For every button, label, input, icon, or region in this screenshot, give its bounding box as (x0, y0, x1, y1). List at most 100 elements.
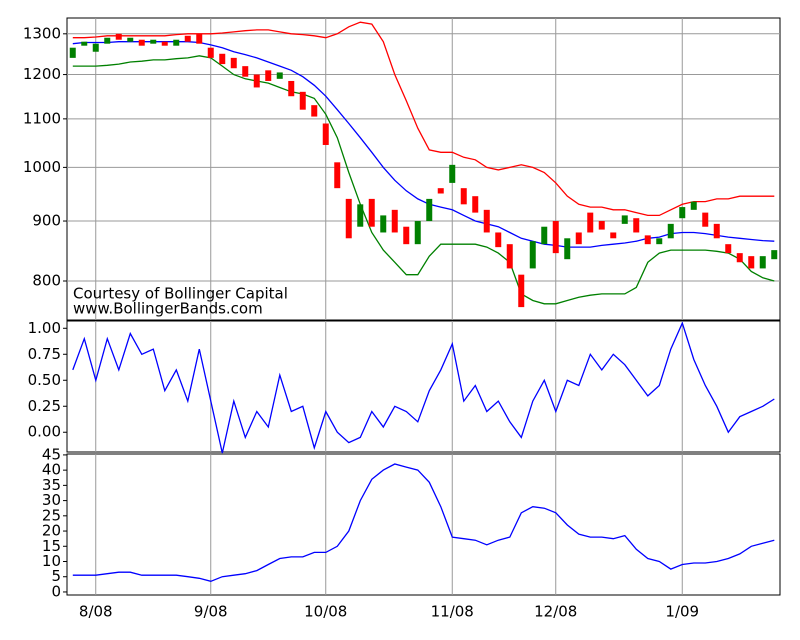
price-bar (690, 201, 697, 210)
price-bar (115, 33, 122, 40)
panel-frame (66, 17, 781, 321)
price-bar (449, 164, 456, 183)
price-bar (81, 41, 88, 46)
y-tick-label: 0.25 (28, 397, 61, 415)
price-bar (587, 212, 594, 233)
band-line (72, 41, 775, 248)
y-tick-label: 20 (42, 522, 61, 540)
y-tick-label: 0 (51, 582, 61, 600)
y-tick-label: 900 (32, 212, 61, 230)
price-bar (426, 198, 433, 222)
price-bar (311, 105, 318, 117)
x-tick-label: 9/08 (194, 603, 228, 621)
x-tick-label: 8/08 (79, 603, 113, 621)
y-tick-label: 800 (32, 271, 61, 289)
price-bar (173, 39, 180, 46)
panel-frame (66, 320, 781, 453)
price-bar (414, 221, 421, 245)
price-bar (196, 33, 203, 44)
y-tick-label: 1300 (23, 24, 61, 42)
x-tick-label: 10/08 (304, 603, 347, 621)
y-tick-label: 0.00 (28, 423, 61, 441)
y-tick-label: 1000 (23, 158, 61, 176)
price-bar (127, 37, 134, 42)
price-bar (633, 218, 640, 233)
price-bar (472, 196, 479, 213)
price-bar (483, 209, 490, 233)
price-bar (564, 238, 571, 260)
price-bar (265, 70, 272, 81)
price-bar (702, 212, 709, 227)
y-tick-label: 1100 (23, 109, 61, 127)
price-bar (230, 57, 237, 69)
price-bar (253, 74, 260, 88)
price-bar (184, 35, 191, 42)
price-bar (736, 253, 743, 263)
price-bar (598, 221, 605, 230)
price-bar (529, 241, 536, 269)
price-bar (92, 43, 99, 52)
price-bar (69, 47, 76, 58)
price-bar (276, 72, 283, 79)
price-bar (541, 226, 548, 245)
y-tick-label: 25 (42, 506, 61, 524)
price-bar (679, 207, 686, 219)
price-bar (368, 198, 375, 227)
price-bar (391, 209, 398, 233)
price-bar (150, 39, 157, 44)
price-bar (288, 80, 295, 97)
price-bar (219, 53, 226, 65)
price-bar (242, 66, 249, 77)
price-bar (380, 215, 387, 233)
x-tick-label: 11/08 (431, 603, 474, 621)
y-tick-label: 15 (42, 537, 61, 555)
price-bar (656, 238, 663, 245)
x-tick-label: 12/08 (534, 603, 577, 621)
price-bar (334, 162, 341, 189)
band-line (72, 21, 775, 217)
price-bar (104, 37, 111, 44)
price-bar (610, 232, 617, 239)
y-tick-label: 10 (42, 552, 61, 570)
price-bar (552, 221, 559, 254)
data-line (72, 463, 775, 582)
price-bar (748, 256, 755, 269)
price-bar (322, 123, 329, 145)
x-tick-label: 1/09 (665, 603, 699, 621)
y-tick-label: 30 (42, 491, 61, 509)
price-bar (161, 41, 168, 46)
y-tick-label: 40 (42, 461, 61, 479)
price-bar (771, 250, 778, 260)
price-bar (403, 226, 410, 245)
band-line (72, 55, 775, 305)
price-bar (299, 91, 306, 110)
price-bar (345, 198, 352, 239)
price-bar (506, 244, 513, 269)
y-tick-label: 5 (51, 567, 61, 585)
annotation: Courtesy of Bollinger Capital (73, 285, 288, 303)
price-bar (495, 232, 502, 248)
price-bar (667, 223, 674, 239)
price-bar (207, 47, 214, 58)
price-bar (518, 274, 525, 308)
price-bar (575, 232, 582, 245)
price-bar (621, 215, 628, 224)
price-bar (725, 244, 732, 254)
y-tick-label: 0.75 (28, 345, 61, 363)
price-bar (437, 188, 444, 194)
y-tick-label: 45 (42, 445, 61, 463)
price-bar (357, 204, 364, 227)
panel-frame (66, 453, 781, 596)
y-tick-label: 35 (42, 476, 61, 494)
price-bar (460, 188, 467, 205)
price-bar (759, 256, 766, 269)
price-bar (138, 39, 145, 46)
price-bar (713, 223, 720, 239)
y-tick-label: 1200 (23, 65, 61, 83)
annotation: www.BollingerBands.com (73, 300, 263, 318)
data-line (72, 321, 775, 454)
y-tick-label: 1.00 (28, 319, 61, 337)
price-bar (644, 235, 651, 245)
